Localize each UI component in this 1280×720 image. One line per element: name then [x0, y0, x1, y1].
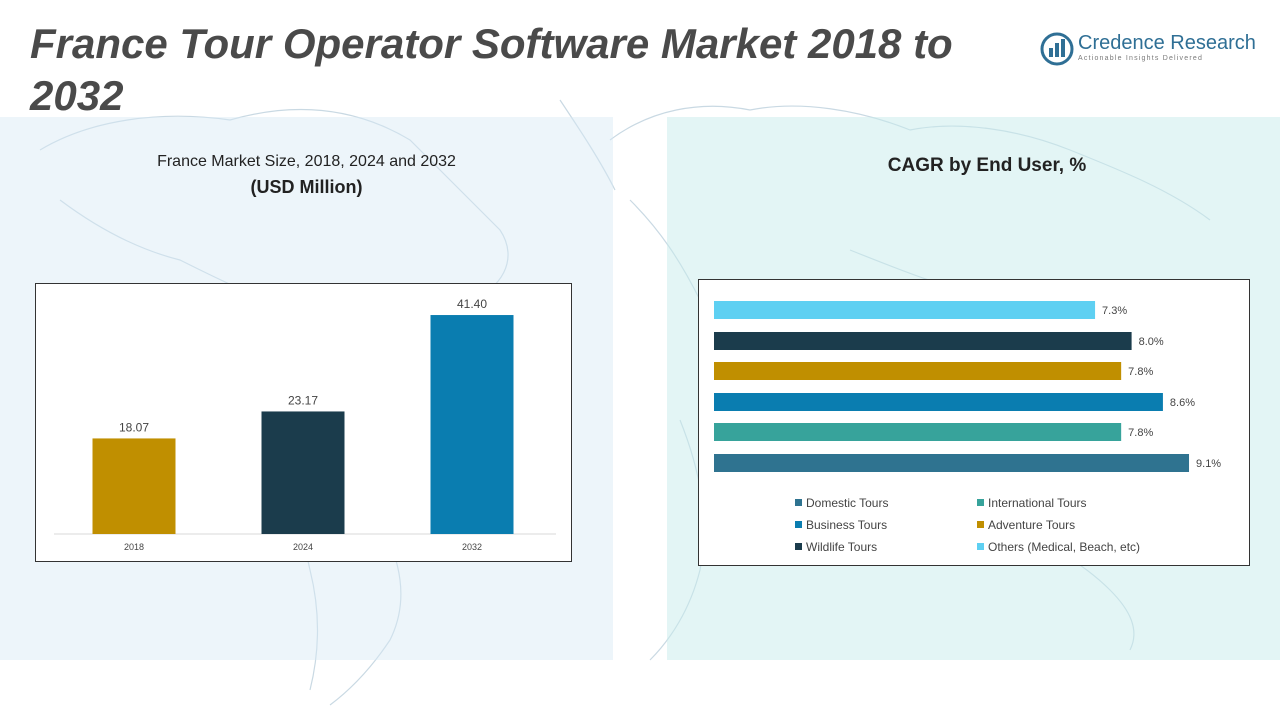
cagr-bar: [714, 362, 1122, 380]
page-title: France Tour Operator Software Market 201…: [30, 20, 953, 119]
legend-label: Domestic Tours: [806, 496, 889, 510]
cagr-bar: [714, 332, 1132, 350]
cagr-value-label: 7.8%: [1128, 366, 1153, 378]
cagr-bar: [714, 423, 1122, 441]
bar-2032: [430, 315, 514, 534]
bar-value-label: 23.17: [288, 393, 318, 407]
legend-label: Wildlife Tours: [806, 540, 878, 554]
logo-name: Credence Research: [1078, 32, 1256, 54]
legend-label: Others (Medical, Beach, etc): [988, 540, 1141, 554]
cagr-chart: 7.3% 8.0% 7.8% 8.6% 7.8% 9.1% Domestic Tours I…: [698, 279, 1250, 566]
legend-swatch: [977, 521, 984, 529]
cagr-bar: [714, 454, 1190, 472]
market-size-chart: 18.07 2018 23.17 2024 41.40 2032: [35, 283, 572, 562]
cagr-bar: [714, 393, 1163, 411]
cagr-value-label: 7.3%: [1102, 305, 1127, 317]
legend-swatch: [977, 543, 984, 551]
legend-item: Domestic Tours: [795, 496, 888, 510]
legend-label: Business Tours: [806, 518, 888, 532]
logo-tagline: Actionable Insights Delivered: [1078, 55, 1204, 62]
legend-swatch: [795, 521, 802, 529]
market-size-chart-title: France Market Size, 2018, 2024 and 2032: [157, 153, 456, 170]
legend-swatch: [795, 543, 802, 551]
legend-item: Business Tours: [795, 518, 887, 532]
cagr-chart-svg: 7.3% 8.0% 7.8% 8.6% 7.8% 9.1%: [714, 301, 1221, 472]
bar-chart-logo-icon: [1040, 32, 1074, 66]
legend-item: International Tours: [977, 496, 1087, 510]
bar-value-label: 18.07: [119, 420, 149, 434]
legend-item: Adventure Tours: [977, 518, 1075, 532]
market-size-chart-svg: 18.07 2018 23.17 2024 41.40 2032: [54, 297, 556, 552]
legend-swatch: [795, 499, 802, 507]
cagr-bar: [714, 301, 1096, 319]
cagr-value-label: 9.1%: [1196, 458, 1221, 470]
cagr-value-label: 8.6%: [1170, 397, 1195, 409]
cagr-value-label: 7.8%: [1128, 427, 1153, 439]
cagr-chart-title: CAGR by End User, %: [887, 155, 1087, 176]
bar-2024: [261, 411, 345, 534]
market-size-chart-subtitle: (USD Million): [250, 177, 363, 197]
x-tick-label: 2024: [293, 542, 313, 552]
legend-item: Wildlife Tours: [795, 540, 877, 554]
x-tick-label: 2032: [462, 542, 482, 552]
legend-swatch: [977, 499, 984, 507]
cagr-value-label: 8.0%: [1139, 336, 1164, 348]
legend-item: Others (Medical, Beach, etc): [977, 540, 1140, 554]
legend-label: International Tours: [988, 496, 1087, 510]
bar-value-label: 41.40: [457, 297, 487, 311]
x-tick-label: 2018: [124, 542, 144, 552]
legend-label: Adventure Tours: [988, 518, 1076, 532]
bar-2018: [92, 438, 176, 534]
credence-logo: Credence Research Actionable Insights De…: [1040, 30, 1260, 70]
